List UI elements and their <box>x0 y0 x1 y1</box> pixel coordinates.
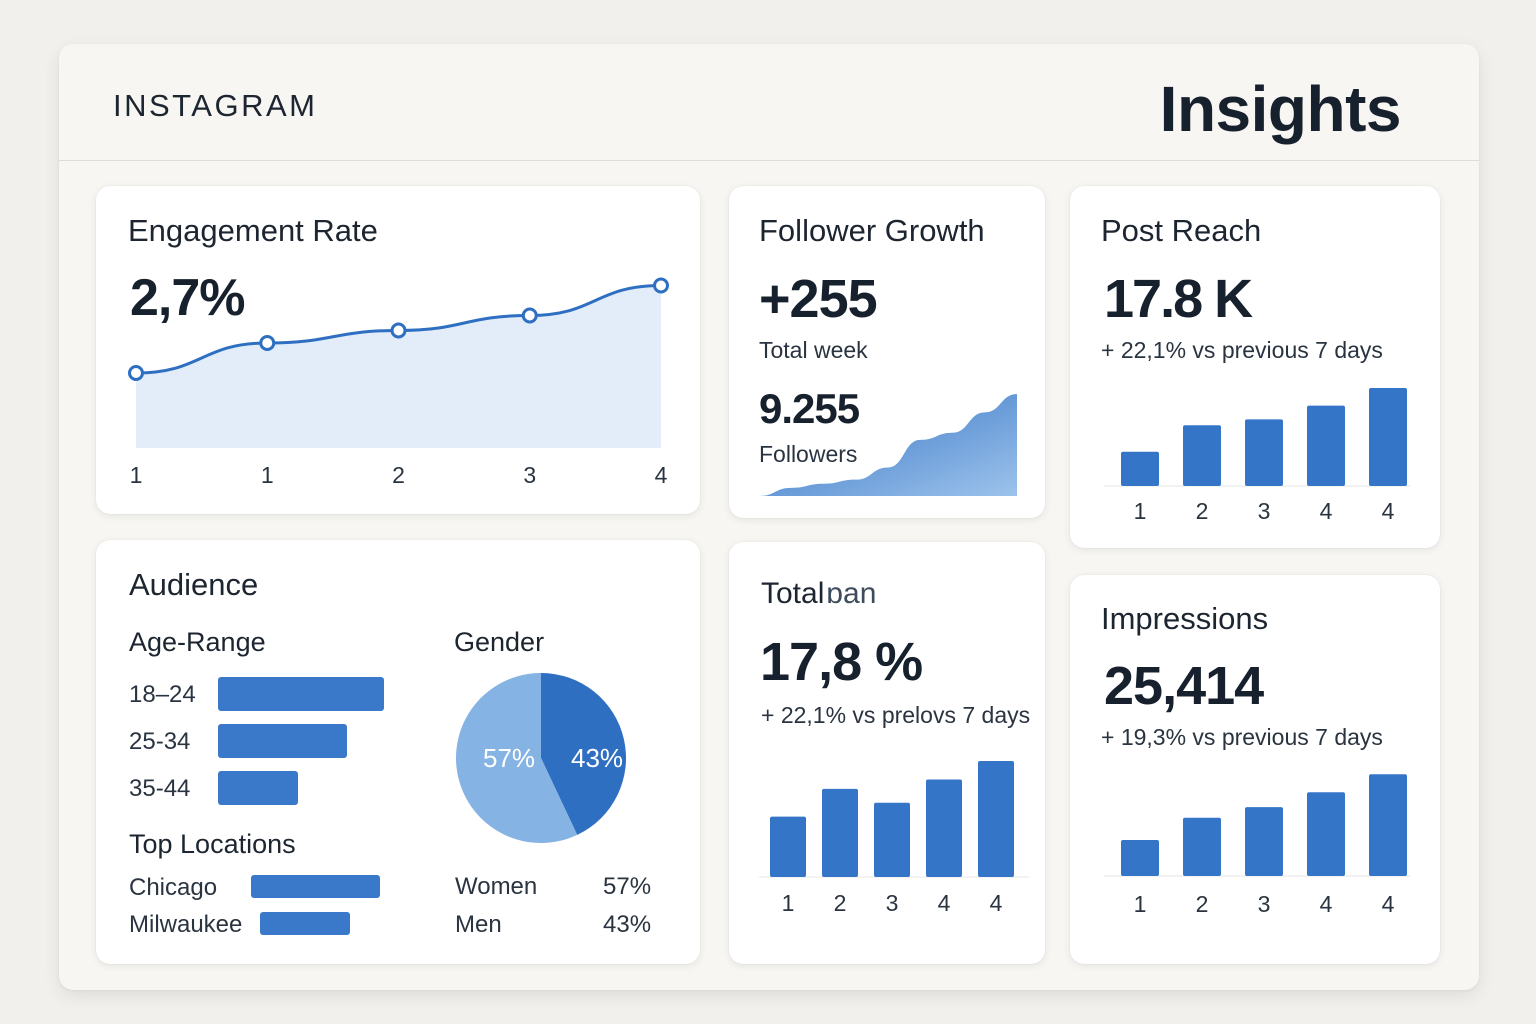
post-reach-title: Post Reach <box>1101 213 1262 248</box>
audience-card[interactable]: Audience Age-Range 18–24 25-34 35-44 Top L… <box>96 540 700 964</box>
post-reach-tick-5: 4 <box>1381 498 1395 524</box>
gender-pie-chart: 57% 43% <box>456 673 627 843</box>
follower-growth-card[interactable]: Follower Growth +255 Total week 9.255 Fo… <box>729 186 1045 518</box>
total-change: + 22,1% vs prelovs 7 days <box>761 702 1031 728</box>
engagement-area <box>136 285 661 448</box>
page-title: Insights <box>1159 73 1402 145</box>
impressions-tick-3: 3 <box>1257 891 1271 917</box>
total-bar-1 <box>770 816 806 877</box>
engagement-point-4 <box>521 307 538 324</box>
impressions-bar-5 <box>1369 774 1407 876</box>
engagement-point-5 <box>653 277 669 294</box>
post-reach-bar-5 <box>1369 388 1407 486</box>
impressions-tick-2: 2 <box>1195 891 1209 917</box>
post-reach-tick-3: 3 <box>1257 498 1271 524</box>
total-title: Totalɒan <box>761 577 876 611</box>
total-bar-4 <box>926 779 962 877</box>
impressions-bar-1 <box>1121 839 1159 876</box>
location-bar-2 <box>260 912 351 935</box>
age-range-bar-1 <box>218 677 384 711</box>
post-reach-bar-4 <box>1307 405 1345 486</box>
follower-area-chart <box>759 394 1017 496</box>
impressions-bar-chart <box>1104 774 1410 877</box>
post-reach-card[interactable]: Post Reach 17.8 K + 22,1% vs previous 7 … <box>1070 186 1440 548</box>
total-tick-3: 3 <box>885 890 899 916</box>
engagement-tick-5: 4 <box>654 462 668 488</box>
location-bar-1 <box>251 875 380 898</box>
location-label-2: Milwaukee <box>129 911 243 938</box>
impressions-card[interactable]: Impressions 25,414 + 19,3% vs previous 7… <box>1070 575 1440 964</box>
engagement-tick-1: 1 <box>129 462 143 488</box>
follower-growth-value: +255 <box>759 269 878 329</box>
age-range-label-3: 35-44 <box>129 775 191 802</box>
brand-logo-text[interactable]: INSTAGRAM <box>113 88 318 123</box>
engagement-point-2 <box>259 335 276 351</box>
total-bar-2 <box>822 788 858 877</box>
top-locations-title: Top Locations <box>129 829 296 859</box>
age-range-title: Age-Range <box>129 627 266 657</box>
gender-legend-label-1: Women <box>455 873 538 900</box>
post-reach-change: + 22,1% vs previous 7 days <box>1101 337 1383 363</box>
location-label-1: Chicago <box>129 874 218 901</box>
age-range-label-1: 18–24 <box>129 681 196 708</box>
engagement-point-3 <box>390 322 407 339</box>
age-range-label-2: 25-34 <box>129 728 191 755</box>
gender-legend-label-2: Men <box>455 911 502 938</box>
follower-growth-caption: Total week <box>759 337 868 363</box>
engagement-tick-4: 3 <box>523 462 537 488</box>
post-reach-value: 17.8 K <box>1104 269 1253 329</box>
follower-area <box>759 394 1017 496</box>
post-reach-bar-3 <box>1245 419 1283 486</box>
total-title-suffix: ɒan <box>826 577 877 610</box>
engagement-tick-3: 2 <box>392 462 405 488</box>
follower-growth-title: Follower Growth <box>759 213 985 248</box>
total-bar-chart <box>759 761 1029 878</box>
age-range-bar-2 <box>218 724 348 758</box>
pie-slice-men <box>541 673 627 835</box>
impressions-bar-3 <box>1245 807 1283 876</box>
post-reach-tick-4: 4 <box>1319 498 1333 524</box>
engagement-point-1 <box>128 365 144 381</box>
total-tick-1: 1 <box>781 890 795 916</box>
impressions-bar-4 <box>1307 792 1345 876</box>
post-reach-bar-chart <box>1104 388 1410 487</box>
gender-legend-value-1: 57% <box>603 873 652 900</box>
engagement-title: Engagement Rate <box>128 213 378 248</box>
total-bar-3 <box>874 802 910 877</box>
audience-title: Audience <box>129 567 259 602</box>
post-reach-tick-1: 1 <box>1133 498 1147 524</box>
engagement-value: 2,7% <box>130 269 246 327</box>
impressions-change: + 19,3% vs previous 7 days <box>1101 724 1383 750</box>
gender-legend-value-2: 43% <box>603 911 652 938</box>
total-title-text: Total <box>761 577 825 610</box>
engagement-card[interactable]: Engagement Rate 2,7% 1 1 2 3 4 <box>96 186 700 514</box>
age-range-bar-3 <box>218 771 298 805</box>
pie-slice-women <box>456 673 578 843</box>
pie-label-men: 43% <box>571 743 623 773</box>
impressions-tick-5: 4 <box>1381 891 1395 917</box>
pie-label-women: 57% <box>483 743 535 773</box>
impressions-title: Impressions <box>1101 601 1269 636</box>
post-reach-bar-1 <box>1121 451 1159 486</box>
impressions-tick-4: 4 <box>1319 891 1333 917</box>
followers-total: 9.255 <box>759 385 860 432</box>
total-bar-5 <box>978 761 1014 877</box>
total-tick-2: 2 <box>833 890 847 916</box>
impressions-value: 25,414 <box>1104 656 1264 716</box>
total-tick-4: 4 <box>937 890 951 916</box>
post-reach-bar-2 <box>1183 425 1221 486</box>
total-tick-5: 4 <box>989 890 1003 916</box>
post-reach-tick-2: 2 <box>1195 498 1209 524</box>
followers-caption: Followers <box>759 441 858 467</box>
impressions-bar-2 <box>1183 817 1221 876</box>
total-card[interactable]: Totalɒan 17,8 % + 22,1% vs prelovs 7 day… <box>729 542 1045 964</box>
header: INSTAGRAM Insights <box>59 44 1479 161</box>
engagement-tick-2: 1 <box>260 462 274 488</box>
engagement-line-chart <box>128 277 669 448</box>
gender-title: Gender <box>454 627 545 657</box>
impressions-tick-1: 1 <box>1133 891 1147 917</box>
total-value: 17,8 % <box>760 632 923 692</box>
